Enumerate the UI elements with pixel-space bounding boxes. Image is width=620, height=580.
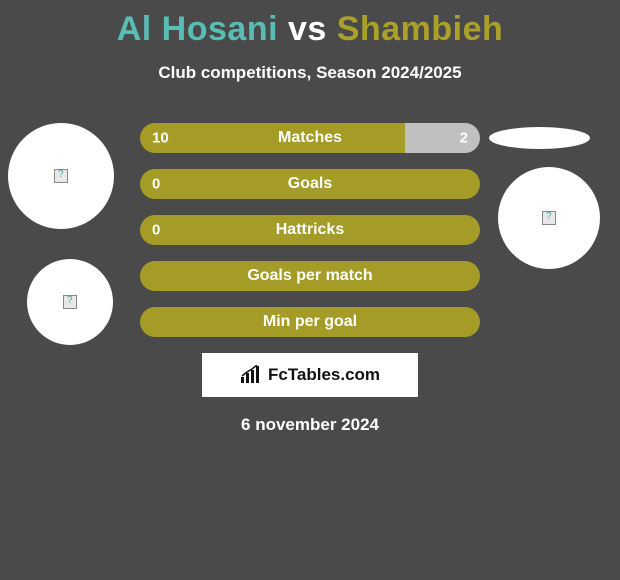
image-placeholder-icon [542, 211, 556, 225]
stat-bar-left [140, 169, 480, 199]
brand-text: FcTables.com [268, 365, 380, 385]
player1-avatar-small [27, 259, 113, 345]
player2-ellipse [489, 127, 590, 149]
brand-chart-icon [240, 365, 262, 385]
stat-bar: Goals0 [140, 169, 480, 199]
stat-bar-left [140, 215, 480, 245]
stat-bar-left [140, 123, 405, 153]
stat-bar-right [405, 123, 480, 153]
stat-bars-container: Matches102 Goals0 Hattricks0 Goals per matc… [140, 123, 480, 353]
stat-bar: Matches102 [140, 123, 480, 153]
season-subtitle: Club competitions, Season 2024/2025 [0, 63, 620, 83]
player2-name: Shambieh [337, 10, 503, 48]
date-label: 6 november 2024 [0, 415, 620, 435]
brand-box: FcTables.com [202, 353, 418, 397]
image-placeholder-icon [54, 169, 68, 183]
image-placeholder-icon [63, 295, 77, 309]
stat-bar: Hattricks0 [140, 215, 480, 245]
comparison-title: Al Hosani vs Shambieh [0, 0, 620, 49]
stat-bar: Min per goal [140, 307, 480, 337]
stat-bar: Goals per match [140, 261, 480, 291]
player1-avatar-large [8, 123, 114, 229]
stat-bar-left [140, 307, 480, 337]
player1-name: Al Hosani [117, 10, 278, 48]
vs-word: vs [288, 10, 327, 48]
stat-bar-left [140, 261, 480, 291]
player2-avatar [498, 167, 600, 269]
